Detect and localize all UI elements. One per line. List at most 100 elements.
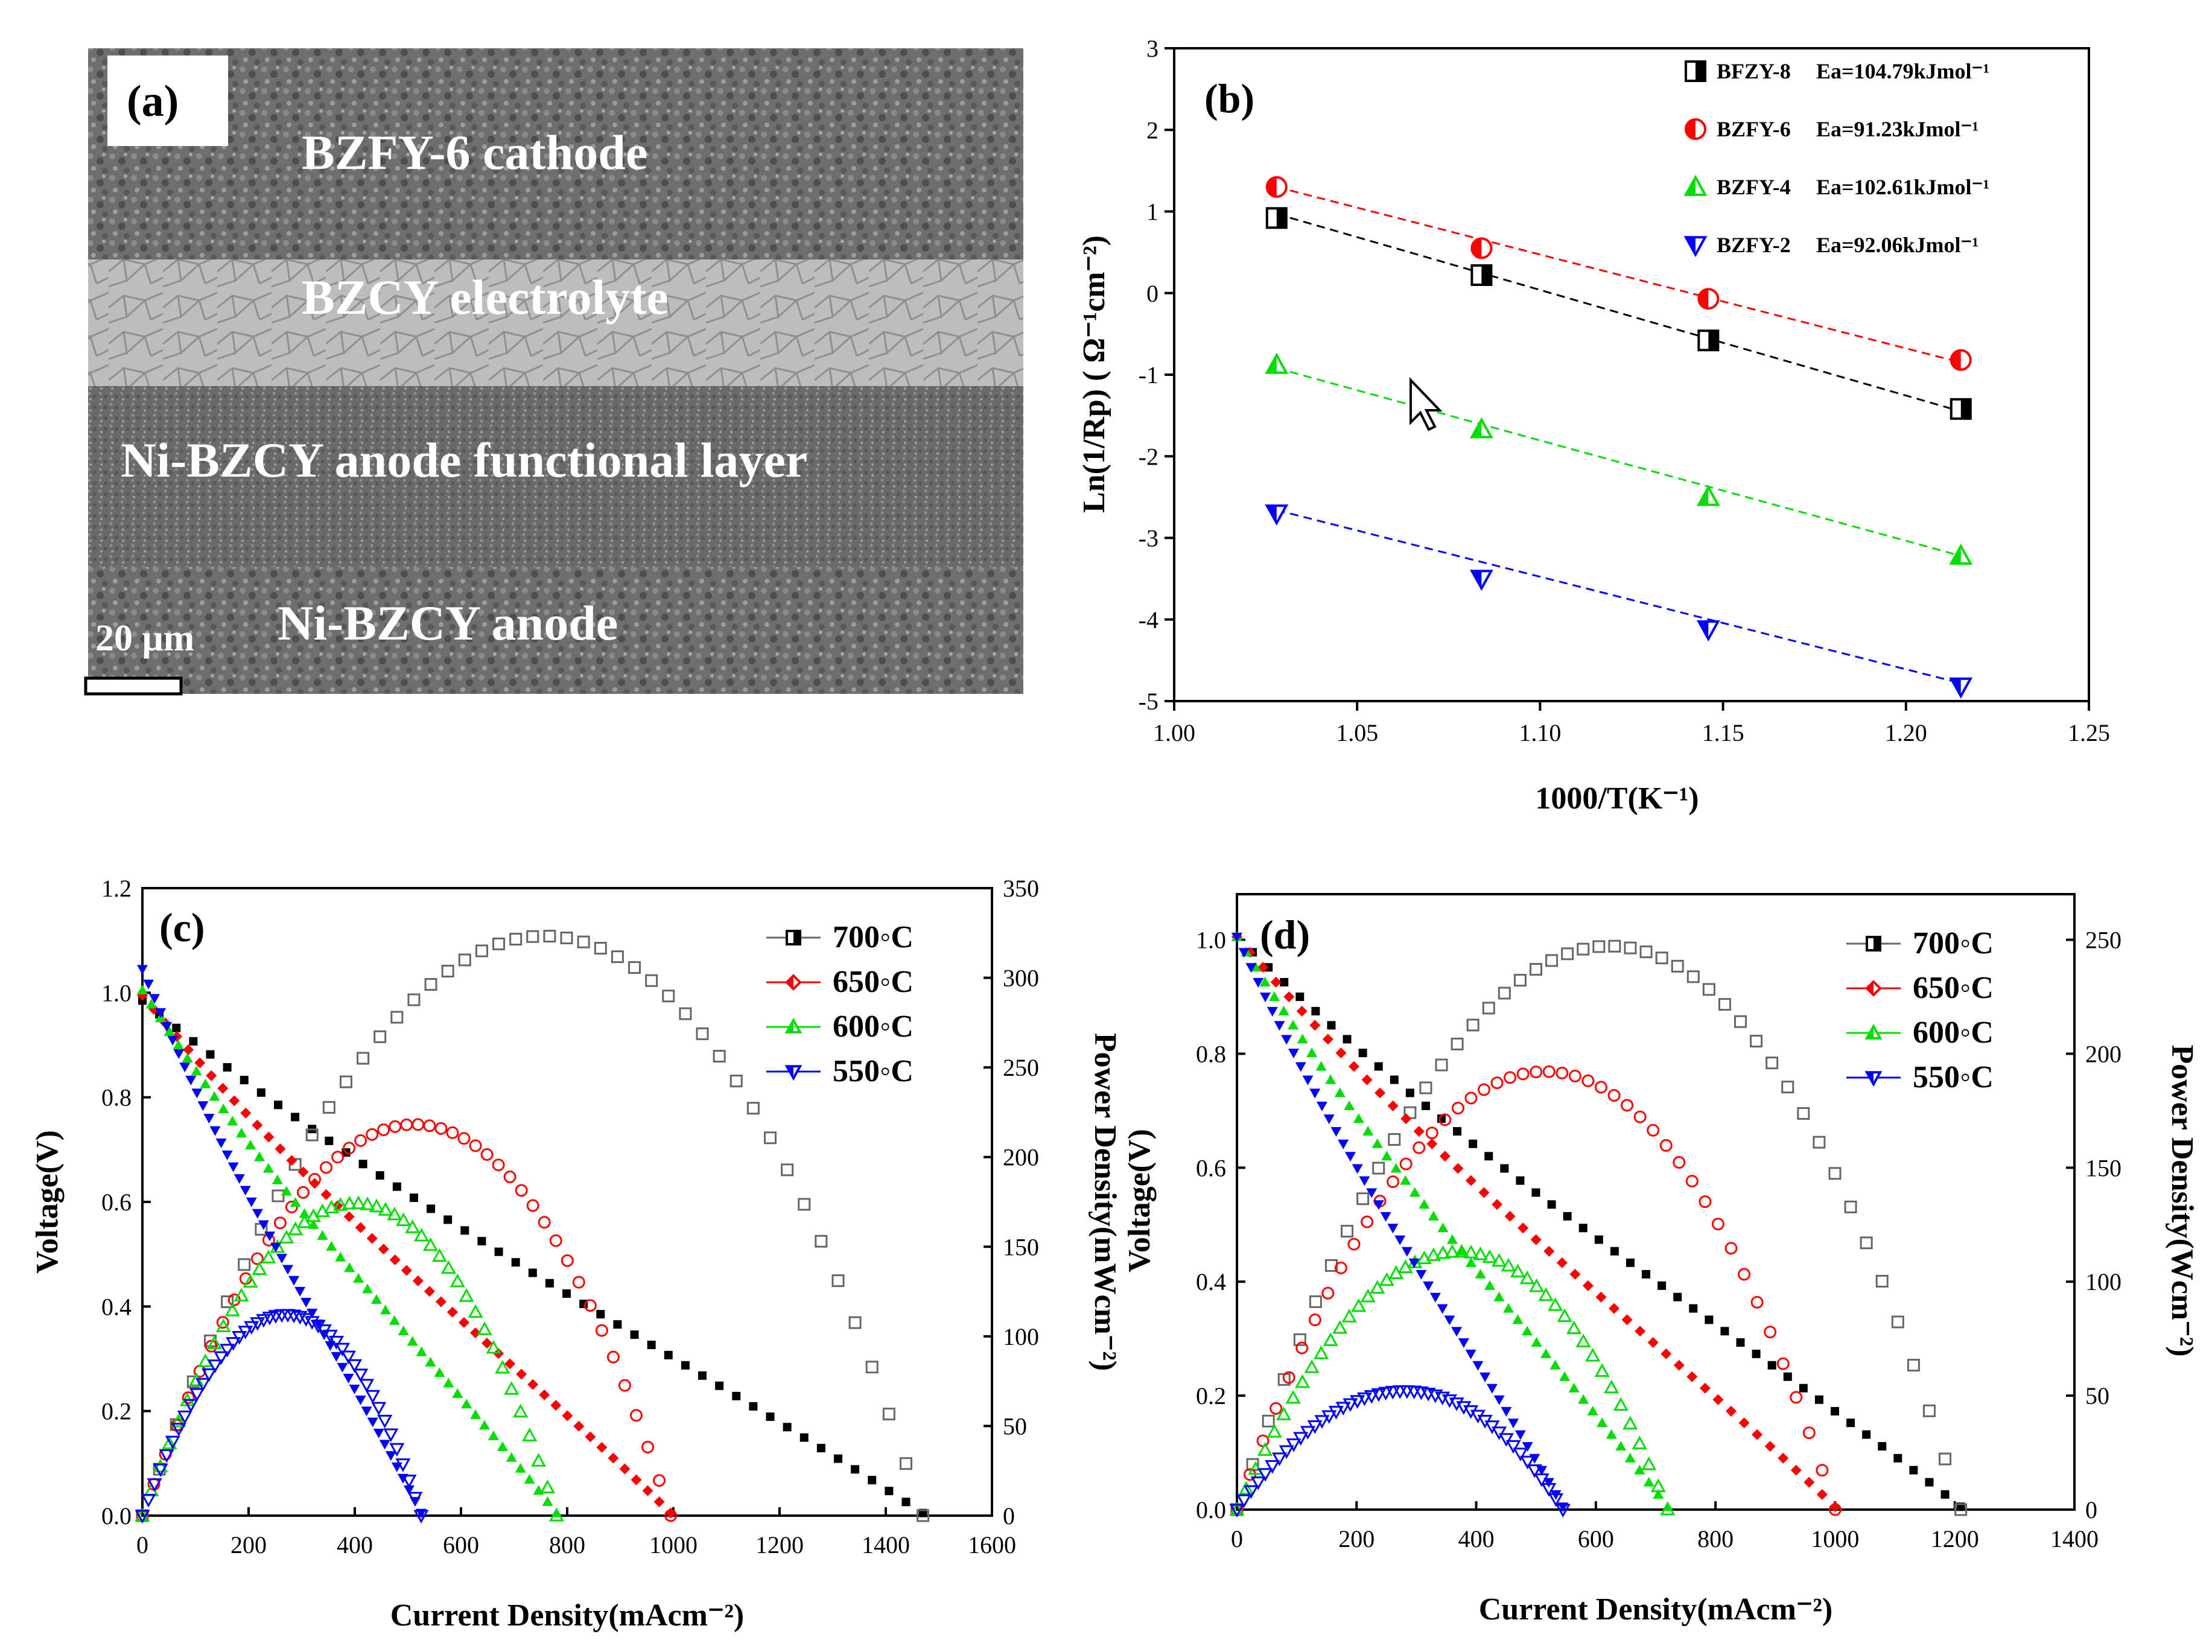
power-point (332, 1197, 348, 1211)
legend-marker (784, 1017, 802, 1034)
x-axis-title-c: Current Density(mAcm⁻²) (390, 1598, 745, 1633)
power-point (243, 1274, 258, 1288)
fit-line-b (1276, 186, 1962, 364)
power-point (1519, 1270, 1535, 1285)
x-tick-label-b: 1.20 (1885, 719, 1927, 746)
power-point (1685, 1175, 1699, 1188)
legend-marker (1865, 980, 1882, 997)
voltage-point (1264, 963, 1273, 972)
power-point (653, 1474, 666, 1487)
voltage-point (1446, 1234, 1458, 1244)
voltage-point (479, 1420, 491, 1430)
legend-marker (785, 974, 802, 991)
y-tick-label-b: 2 (1146, 116, 1158, 144)
voltage-point (1306, 1047, 1318, 1058)
power-point (220, 1344, 235, 1358)
voltage-point (631, 1474, 642, 1485)
voltage-point (504, 1358, 516, 1370)
series-2 (1229, 931, 1676, 1516)
voltage-point (1375, 1087, 1386, 1099)
data-point-b (1265, 504, 1289, 526)
power-point (353, 1368, 369, 1382)
power-point (201, 1368, 217, 1382)
voltage-point (1269, 991, 1280, 1002)
voltage-point (434, 1367, 445, 1377)
voltage-point (1621, 1314, 1633, 1326)
voltage-point (317, 1230, 328, 1240)
voltage-point (1259, 976, 1271, 986)
voltage-point (1767, 1361, 1776, 1370)
voltage-point (1595, 1291, 1607, 1303)
scale-bar (84, 676, 183, 696)
voltage-point (1642, 1269, 1651, 1279)
voltage-point (1512, 1314, 1524, 1324)
x-tick-label: 400 (337, 1531, 373, 1558)
power-point (475, 944, 488, 958)
power-point (1236, 1494, 1252, 1508)
panel-a: (a) BZFY-6 cathode BZCY electrolyte Ni-B… (84, 48, 1023, 696)
voltage-point (1413, 1126, 1425, 1137)
voltage-point (276, 1254, 287, 1264)
legend-name-b: BZFY-2 (1717, 233, 1791, 257)
voltage-point (1568, 1382, 1580, 1393)
y-tick-label-right: 300 (1003, 965, 1039, 992)
power-point (1371, 1388, 1387, 1402)
voltage-point (1816, 1488, 1828, 1500)
voltage-point (358, 1160, 367, 1169)
plot-frame-b (1173, 47, 2090, 702)
voltage-point (470, 1409, 481, 1419)
power-point (1566, 1320, 1582, 1335)
power-point (308, 1172, 322, 1186)
voltage-point (653, 1496, 665, 1508)
voltage-point (378, 1244, 389, 1255)
voltage-point (1799, 1384, 1808, 1393)
power-point (1435, 1058, 1448, 1072)
voltage-point (506, 1452, 517, 1462)
power-point (1295, 1374, 1311, 1388)
power-point (1633, 1110, 1647, 1123)
power-point (153, 1463, 168, 1478)
voltage-point (1451, 1327, 1463, 1337)
legend-label: 700◦C (1913, 926, 1994, 961)
voltage-point (1469, 1139, 1478, 1148)
y-tick-label-b: -3 (1139, 525, 1158, 552)
x-tick-label: 1600 (968, 1531, 1016, 1558)
power-point (395, 1458, 411, 1472)
voltage-point (1893, 1453, 1902, 1463)
y-tick-label-right: 250 (2085, 927, 2121, 954)
power-point (917, 1509, 930, 1522)
power-point (1738, 1268, 1751, 1281)
mouse-cursor-icon (1410, 377, 1443, 431)
data-point-b-fill (1276, 208, 1286, 228)
power-point (629, 1409, 643, 1422)
y-tick-label-left: 0.0 (1196, 1496, 1226, 1523)
power-point (664, 1509, 678, 1522)
y-tick-label-right: 200 (1003, 1144, 1039, 1171)
voltage-point (1327, 1021, 1336, 1030)
data-point-b (1949, 544, 1973, 565)
voltage-point (1315, 1061, 1327, 1071)
y-tick-label-b: -2 (1139, 443, 1158, 470)
power-point (165, 1435, 180, 1450)
voltage-point (183, 1044, 194, 1055)
legend-ea-b: Ea=104.79kJmol⁻¹ (1816, 59, 1989, 83)
voltage-point (145, 999, 157, 1009)
voltage-point (1736, 1338, 1745, 1347)
voltage-point (1530, 1234, 1542, 1245)
power-point (457, 1132, 471, 1145)
power-point (1939, 1452, 1952, 1466)
power-point (1356, 1392, 1372, 1406)
x-tick-label-b: 1.00 (1153, 719, 1195, 746)
data-point-b (1950, 398, 1972, 420)
power-point (177, 1410, 192, 1425)
power-point (1750, 1035, 1763, 1048)
voltage-point (1549, 1359, 1561, 1370)
power-point (390, 1011, 404, 1024)
voltage-point (1428, 1210, 1439, 1221)
legend-marker-b-fill (1686, 237, 1696, 255)
voltage-point (398, 1326, 409, 1336)
voltage-point (1437, 1304, 1448, 1314)
voltage-point (608, 1452, 619, 1464)
data-point-b (1265, 352, 1289, 374)
power-point (1504, 1071, 1517, 1084)
